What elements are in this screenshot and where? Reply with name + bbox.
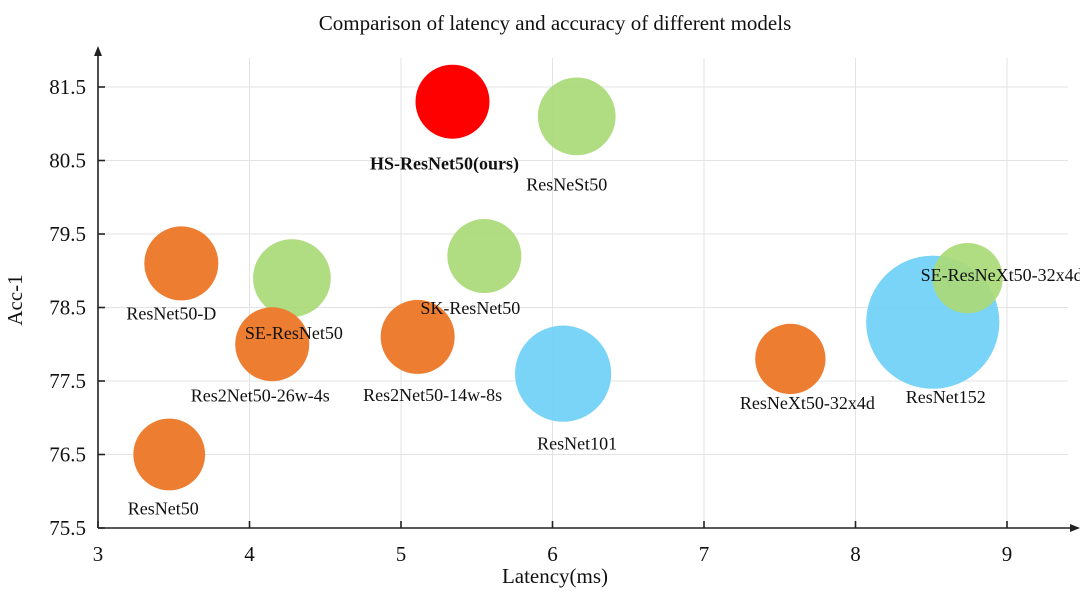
- bubble-hs-resnet50-ours-: [415, 64, 490, 139]
- bubble-label-resnext50-32x4d: ResNeXt50-32x4d: [740, 393, 875, 413]
- y-tick-label: 78.5: [49, 296, 86, 320]
- bubble-resnest50: [537, 77, 616, 156]
- axes: 3 4 5 6 7 8 9 75.5 76.5 77.5 78.5 79.5 80.5 81.5: [49, 46, 1080, 566]
- bubble-label-hs-resnet50-ours-: HS-ResNet50(ours): [370, 154, 519, 175]
- x-axis-arrow: [1070, 524, 1080, 532]
- bubble-label-resnet50: ResNet50: [128, 499, 199, 519]
- y-tick-label: 79.5: [49, 222, 86, 246]
- chart-title: Comparison of latency and accuracy of di…: [319, 11, 792, 35]
- y-axis-label: Acc-1: [3, 274, 27, 325]
- y-tick-label: 80.5: [49, 149, 86, 173]
- bubble-label-resnet50-d: ResNet50-D: [126, 303, 216, 323]
- bubble-label-res2net50-26w-4s: Res2Net50-26w-4s: [191, 385, 330, 405]
- bubble-label-resnet152: ResNet152: [906, 387, 986, 407]
- x-tick-label: 4: [244, 542, 255, 566]
- y-tick-label: 77.5: [49, 369, 86, 393]
- bubble-label-sk-resnet50: SK-ResNet50: [420, 298, 520, 318]
- bubble-resnet50: [133, 418, 206, 491]
- y-axis-arrow: [94, 46, 102, 56]
- bubble-sk-resnet50: [447, 219, 522, 294]
- bubble-resnext50-32x4d: [755, 323, 826, 395]
- bubble-resnet101: [515, 325, 612, 422]
- x-tick-label: 3: [93, 542, 104, 566]
- x-tick-label: 7: [699, 542, 710, 566]
- bubble-resnet50-d: [144, 226, 219, 301]
- bubble-labels: HS-ResNet50(ours) ResNeSt50 ResNet50-D SE-R…: [126, 154, 1080, 519]
- bubble-se-resnet50: [253, 239, 331, 317]
- bubble-res2net50-14w-8s: [380, 299, 455, 374]
- y-tick-label: 76.5: [49, 443, 86, 467]
- bubble-res2net50-26w-4s: [235, 307, 310, 382]
- y-tick-label: 75.5: [49, 516, 86, 540]
- bubble-se-resnext50-32x4d: [932, 242, 1003, 314]
- bubble-label-res2net50-14w-8s: Res2Net50-14w-8s: [363, 385, 502, 405]
- x-axis-label: Latency(ms): [502, 564, 608, 588]
- x-tick-label: 8: [850, 542, 861, 566]
- y-tick-label: 81.5: [49, 75, 86, 99]
- x-tick-label: 5: [396, 542, 407, 566]
- bubble-layer: [133, 64, 1003, 491]
- bubble-label-se-resnet50: SE-ResNet50: [245, 323, 343, 343]
- bubble-label-resnest50: ResNeSt50: [526, 174, 607, 194]
- bubble-label-se-resnext50-32x4d: SE-ResNeXt50-32x4d: [921, 265, 1080, 285]
- x-tick-label: 9: [1002, 542, 1013, 566]
- bubble-label-resnet101: ResNet101: [537, 434, 617, 454]
- x-tick-label: 6: [547, 542, 558, 566]
